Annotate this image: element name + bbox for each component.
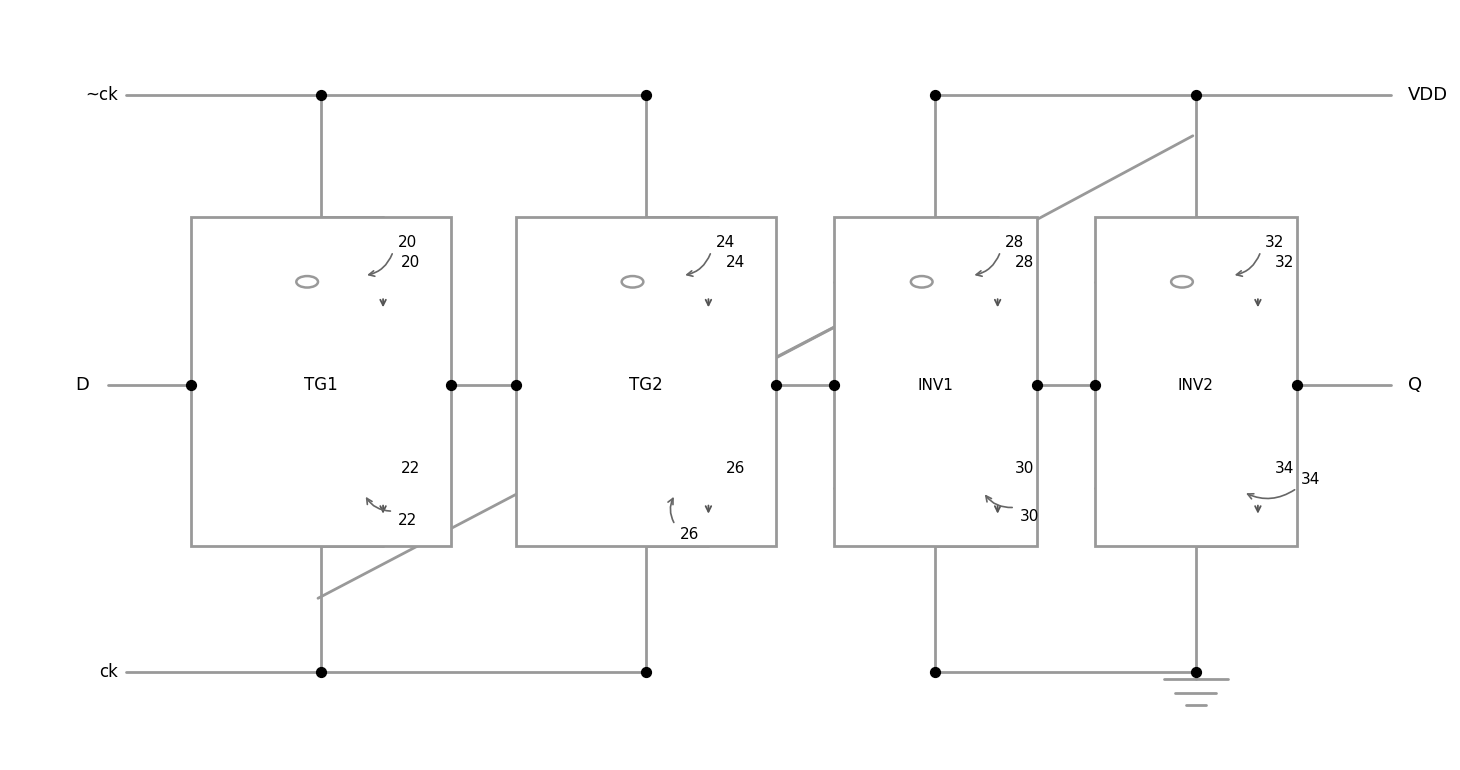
Point <box>180 379 203 391</box>
Text: 22: 22 <box>397 513 416 527</box>
Text: 22: 22 <box>400 461 419 476</box>
Point <box>1083 379 1107 391</box>
Text: 34: 34 <box>1301 471 1321 487</box>
Text: ck: ck <box>99 663 118 681</box>
Bar <box>1095 217 1296 545</box>
Point <box>1285 379 1308 391</box>
Point <box>1184 665 1207 678</box>
Point <box>310 665 333 678</box>
Point <box>924 665 948 678</box>
Text: INV1: INV1 <box>917 377 953 393</box>
Point <box>822 379 845 391</box>
Point <box>635 665 658 678</box>
Text: D: D <box>76 376 89 394</box>
Point <box>924 89 948 101</box>
Text: ~ck: ~ck <box>86 85 118 103</box>
Text: 26: 26 <box>726 461 745 476</box>
Text: 28: 28 <box>1015 255 1034 270</box>
Text: 26: 26 <box>679 527 699 541</box>
Bar <box>191 217 451 545</box>
Text: INV2: INV2 <box>1178 377 1213 393</box>
Text: 20: 20 <box>400 255 419 270</box>
Text: Q: Q <box>1409 376 1422 394</box>
Text: 20: 20 <box>397 235 416 249</box>
Text: VDD: VDD <box>1409 85 1448 103</box>
Text: 34: 34 <box>1275 461 1295 476</box>
Point <box>1025 379 1048 391</box>
Point <box>765 379 788 391</box>
Text: 24: 24 <box>726 255 745 270</box>
Text: 32: 32 <box>1266 235 1285 249</box>
Text: 32: 32 <box>1275 255 1295 270</box>
Point <box>504 379 527 391</box>
Text: TG2: TG2 <box>629 376 663 394</box>
Point <box>635 89 658 101</box>
Point <box>310 89 333 101</box>
Text: 30: 30 <box>1015 461 1034 476</box>
Text: 24: 24 <box>715 235 734 249</box>
Point <box>439 379 463 391</box>
Text: TG1: TG1 <box>304 376 337 394</box>
Point <box>1184 89 1207 101</box>
Bar <box>834 217 1037 545</box>
Text: 30: 30 <box>1019 509 1038 524</box>
Bar <box>515 217 777 545</box>
Text: 28: 28 <box>1004 235 1023 249</box>
